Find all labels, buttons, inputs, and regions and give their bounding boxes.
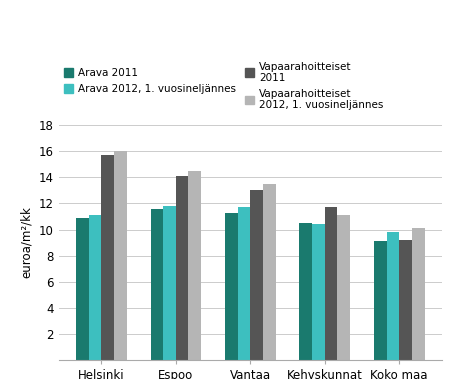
Bar (151, 208, 163, 360)
Bar (250, 190, 263, 360)
Bar (238, 207, 250, 360)
Bar (337, 215, 350, 360)
Bar (299, 223, 312, 360)
Bar (101, 155, 114, 360)
Bar (76, 218, 89, 360)
Bar (176, 176, 189, 360)
Bar (325, 207, 337, 360)
Bar (312, 224, 325, 360)
Bar (163, 206, 176, 360)
Bar (189, 171, 201, 360)
Bar (114, 151, 127, 360)
Bar (374, 241, 387, 360)
Bar (412, 228, 424, 360)
Bar (387, 232, 399, 360)
Bar (89, 215, 101, 360)
Legend: Arava 2011, Arava 2012, 1. vuosineljännes, Vapaarahoitteiset
2011, Vapaarahoitte: Arava 2011, Arava 2012, 1. vuosineljänne… (64, 61, 384, 110)
Bar (225, 213, 238, 360)
Bar (263, 184, 276, 360)
Y-axis label: euroa/m²/kk: euroa/m²/kk (20, 207, 33, 279)
Bar (399, 240, 412, 360)
